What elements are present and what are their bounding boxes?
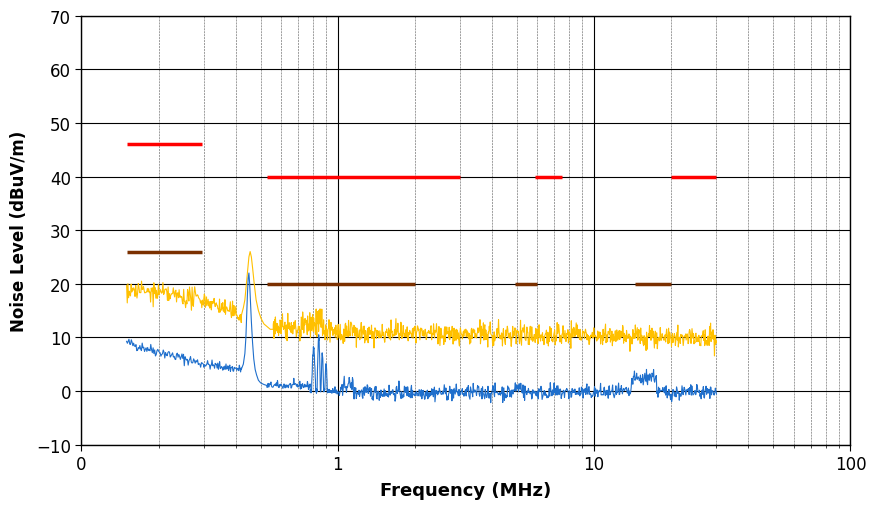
X-axis label: Frequency (MHz): Frequency (MHz) [380, 482, 552, 499]
Y-axis label: Noise Level (dBuV/m): Noise Level (dBuV/m) [10, 130, 28, 331]
